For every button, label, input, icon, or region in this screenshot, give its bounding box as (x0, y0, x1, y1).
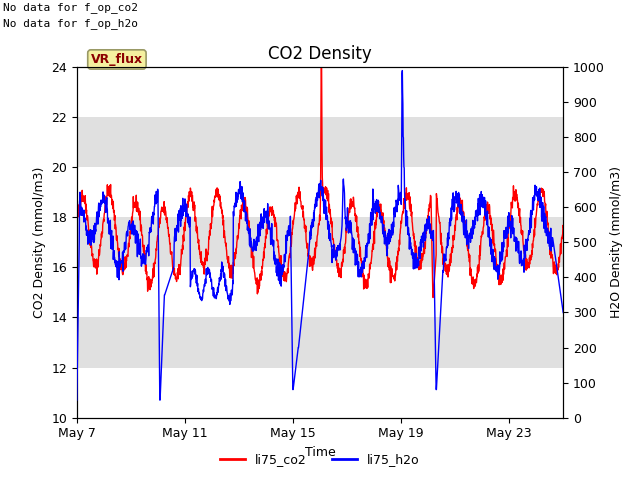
Bar (77, 67, 563, 117)
Text: No data for f_op_h2o: No data for f_op_h2o (3, 18, 138, 29)
Y-axis label: CO2 Density (mmol/m3): CO2 Density (mmol/m3) (33, 167, 45, 318)
Bar (77, 368, 563, 418)
Bar (77, 267, 563, 317)
Bar (77, 168, 563, 217)
Text: VR_flux: VR_flux (91, 53, 143, 66)
Y-axis label: H2O Density (mmol/m3): H2O Density (mmol/m3) (611, 167, 623, 318)
X-axis label: Time: Time (305, 446, 335, 459)
Legend: li75_co2, li75_h2o: li75_co2, li75_h2o (215, 448, 425, 471)
Text: No data for f_op_co2: No data for f_op_co2 (3, 2, 138, 13)
Title: CO2 Density: CO2 Density (268, 45, 372, 63)
